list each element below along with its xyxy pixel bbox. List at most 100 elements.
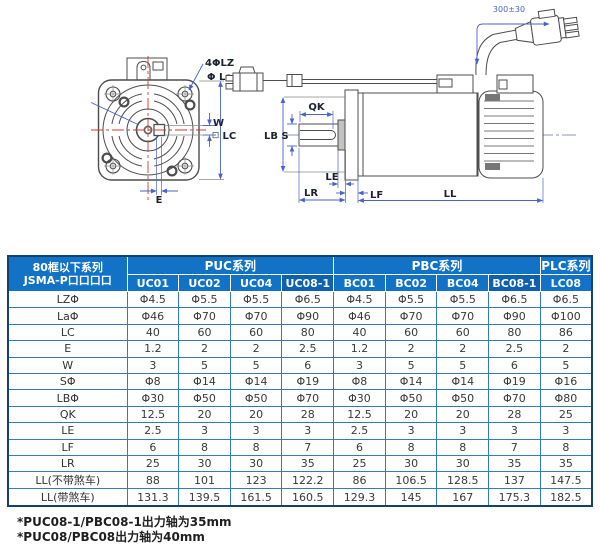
spec-table-head: 80框以下系列 JSMA-P口口口口 PUC系列 PBC系列 PLC系列 UC01 UC02… — [7, 255, 593, 292]
spec-cell: 3 — [126, 356, 180, 374]
row-label: LE — [7, 422, 128, 440]
label-qk: QK — [308, 102, 326, 113]
row-label: LC — [7, 323, 128, 342]
footnotes: *PUC08-1/PBC08-1出力轴为35mm *PUC08/PBC08出力轴… — [17, 515, 232, 545]
corner-line-1: 80框以下系列 — [32, 261, 103, 274]
spec-cell: 3 — [178, 422, 231, 440]
spec-cell: Φ70 — [384, 307, 438, 325]
spec-cell: Φ70 — [229, 307, 283, 325]
spec-cell: 8 — [178, 438, 231, 456]
spec-cell: 28 — [281, 405, 335, 424]
series-group-header: PBC系列 — [333, 255, 541, 275]
power-connector-icon — [514, 8, 580, 46]
spec-cell: Φ50 — [229, 389, 283, 407]
spec-cell: 20 — [384, 405, 438, 424]
table-row: LZΦ Φ4.5 Φ5.5 Φ5.5 Φ6.5 Φ4.5 Φ5.5 Φ5.5 Φ6.5 Φ6.5 — [7, 290, 593, 309]
spec-cell: Φ30 — [333, 389, 386, 407]
spec-cell: 2.5 — [488, 340, 541, 358]
spec-cell: 6 — [488, 356, 541, 374]
table-row: LL(带煞车) 131.3 139.5 161.5 160.5 129.3 145 167 17… — [7, 488, 593, 507]
table-row: QK 12.5 20 20 28 12.5 20 20 28 25 — [7, 405, 593, 424]
spec-cell: 123 — [229, 471, 283, 490]
spec-cell: 6 — [126, 438, 180, 456]
table-row: LR 25 30 30 35 25 30 30 35 35 — [7, 454, 593, 473]
spec-cell: Φ70 — [281, 389, 335, 407]
model-header: UC08-1 — [281, 274, 335, 292]
model-header: UC04 — [229, 274, 283, 292]
label-e: E — [156, 195, 163, 206]
spec-cell: 86 — [333, 471, 386, 490]
spec-cell: 5 — [178, 356, 231, 374]
spec-cell: 8 — [539, 438, 593, 456]
spec-cell: 80 — [488, 323, 541, 342]
spec-cell: 7 — [281, 438, 335, 456]
label-s: S — [281, 131, 288, 142]
spec-cell: Φ70 — [488, 389, 541, 407]
spec-cell: Φ4.5 — [333, 290, 386, 309]
model-header: BC08-1 — [488, 274, 541, 292]
spec-cell: Φ14 — [178, 372, 231, 391]
spec-cell: Φ5.5 — [229, 290, 283, 309]
model-header: UC01 — [126, 274, 180, 292]
spec-cell: 2.5 — [126, 422, 180, 440]
spec-cell: Φ4.5 — [126, 290, 180, 309]
footnote-2: *PUC08/PBC08出力轴为40mm — [17, 530, 205, 544]
spec-cell: Φ70 — [436, 307, 490, 325]
spec-cell: 167 — [436, 488, 490, 507]
spec-cell: Φ19 — [281, 372, 335, 391]
spec-cell: Φ90 — [488, 307, 541, 325]
spec-cell: 5 — [229, 356, 283, 374]
row-label: LL(不带煞车) — [7, 471, 128, 490]
spec-cell: 20 — [436, 405, 490, 424]
spec-cell: Φ6.5 — [539, 290, 593, 309]
spec-cell: 3 — [539, 422, 593, 440]
dimension-diagram: 4ΦLZ Φ La W LC E — [90, 5, 580, 206]
spec-cell: 88 — [126, 471, 180, 490]
spec-cell: Φ5.5 — [436, 290, 490, 309]
spec-cell: 60 — [229, 323, 283, 342]
front-view-dimensions — [140, 63, 224, 195]
spec-cell: 122.2 — [281, 471, 335, 490]
spec-cell: 40 — [333, 323, 386, 342]
model-header: BC01 — [333, 274, 386, 292]
header-group-row: 80框以下系列 JSMA-P口口口口 PUC系列 PBC系列 PLC系列 — [7, 255, 593, 292]
spec-cell: 8 — [384, 438, 438, 456]
front-view — [90, 56, 212, 202]
spec-cell: 35 — [488, 454, 541, 473]
spec-cell: 5 — [436, 356, 490, 374]
table-row: LE 2.5 3 3 3 2.5 3 3 3 3 — [7, 422, 593, 440]
spec-cell: Φ14 — [229, 372, 283, 391]
row-label: LF — [7, 438, 128, 456]
rear-housing-icon — [478, 90, 544, 179]
spec-cell: 12.5 — [126, 405, 180, 424]
spec-cell: 2 — [178, 340, 231, 358]
power-cable-icon — [475, 29, 520, 76]
spec-cell: 147.5 — [539, 471, 593, 490]
spec-cell: 182.5 — [539, 488, 593, 507]
spec-cell: 137 — [488, 471, 541, 490]
label-ll: LL — [444, 189, 457, 200]
spec-cell: 30 — [178, 454, 231, 473]
table-row: LBΦ Φ30 Φ50 Φ50 Φ70 Φ30 Φ50 Φ50 Φ70 Φ80 — [7, 389, 593, 407]
spec-cell: 8 — [229, 438, 283, 456]
spec-cell: Φ46 — [126, 307, 180, 325]
label-4philz: 4ΦLZ — [205, 58, 234, 69]
label-le: LE — [325, 172, 338, 183]
spec-cell: 3 — [384, 422, 438, 440]
spec-cell: 2.5 — [281, 340, 335, 358]
spec-cell: 40 — [126, 323, 180, 342]
cable-gland-icon — [436, 74, 534, 94]
spec-cell: 20 — [178, 405, 231, 424]
label-lr: LR — [304, 188, 318, 199]
row-label: SΦ — [7, 372, 128, 391]
spec-cell: 2 — [539, 340, 593, 358]
spec-cell: 129.3 — [333, 488, 386, 507]
series-group-header: PLC系列 — [539, 255, 593, 275]
spec-cell: Φ90 — [281, 307, 335, 325]
model-header: BC04 — [436, 274, 490, 292]
spec-cell: 30 — [229, 454, 283, 473]
spec-cell: 86 — [539, 323, 593, 342]
header-model-row: UC01 UC02 UC04 UC08-1 BC01 BC02 BC04 BC08-1 LC08 — [8, 274, 593, 292]
encoder-cable-icon — [263, 74, 437, 87]
